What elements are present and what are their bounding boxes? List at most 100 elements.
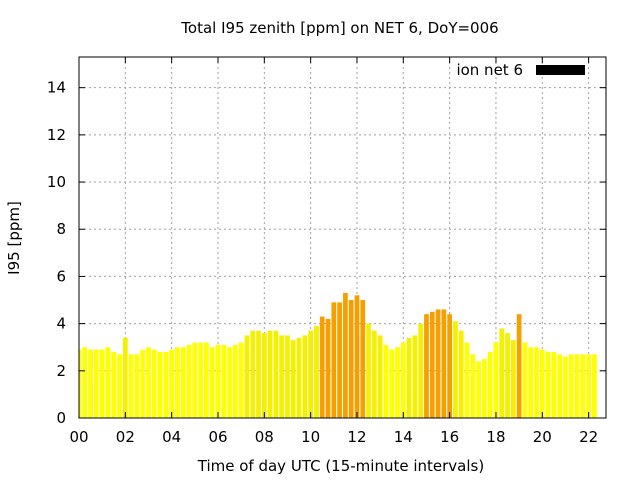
bar	[204, 342, 209, 418]
plot-frame	[78, 56, 607, 419]
y-tick-label: 0	[56, 409, 66, 427]
bar	[406, 337, 412, 418]
bar	[337, 302, 342, 418]
bar	[302, 335, 308, 418]
bar	[424, 314, 429, 418]
bar	[244, 335, 250, 418]
x-tick-label: 02	[116, 428, 135, 446]
legend-swatch	[536, 65, 585, 75]
bar	[308, 330, 314, 418]
bar	[88, 349, 93, 418]
bar	[331, 302, 337, 418]
bar	[516, 314, 522, 418]
bar	[325, 318, 331, 418]
legend: ion net 6	[456, 61, 585, 79]
bars	[79, 292, 597, 418]
x-tick-label: 10	[301, 428, 320, 446]
bar	[169, 349, 175, 418]
bar	[209, 347, 215, 418]
bar	[348, 300, 354, 418]
bar	[441, 309, 447, 418]
bar	[418, 323, 424, 418]
bar	[140, 349, 146, 418]
bar	[79, 349, 82, 418]
bar	[470, 354, 476, 418]
bar	[360, 300, 366, 418]
bar	[563, 356, 568, 418]
x-tick-label: 18	[486, 428, 505, 446]
x-tick-label: 08	[255, 428, 274, 446]
bar	[238, 342, 244, 418]
bar	[105, 347, 111, 418]
bar	[314, 325, 319, 418]
bar	[534, 347, 539, 418]
x-tick-label: 12	[347, 428, 366, 446]
bar	[343, 292, 348, 418]
bar	[117, 354, 122, 418]
bar	[539, 349, 545, 418]
bar	[592, 354, 597, 418]
x-tick-label: 22	[579, 428, 598, 446]
x-axis-label: Time of day UTC (15-minute intervals)	[197, 457, 484, 475]
bar	[232, 344, 238, 418]
x-tick-label: 00	[69, 428, 88, 446]
bar	[464, 342, 470, 418]
bar	[528, 347, 534, 418]
bar	[586, 354, 592, 418]
bar	[522, 342, 528, 418]
bar	[279, 335, 285, 418]
bar	[458, 330, 464, 418]
bar	[82, 347, 88, 418]
bar	[186, 344, 192, 418]
bar	[510, 340, 516, 418]
bar	[175, 347, 180, 418]
y-tick-label: 12	[47, 126, 66, 144]
bar	[319, 316, 325, 418]
bar	[377, 335, 383, 418]
bar	[545, 351, 551, 418]
bar	[99, 349, 105, 418]
y-axis-label: I95 [ppm]	[5, 201, 23, 275]
legend-label: ion net 6	[456, 61, 523, 79]
bar	[476, 361, 481, 418]
bar	[366, 323, 371, 418]
bar	[192, 342, 198, 418]
bar	[400, 342, 406, 418]
y-tick-label: 4	[56, 315, 66, 333]
y-tick-label: 10	[47, 173, 66, 191]
x-tick-label: 14	[394, 428, 413, 446]
bar	[395, 347, 400, 418]
bar	[267, 330, 273, 418]
bar	[215, 344, 221, 418]
bar	[435, 309, 441, 418]
bar	[122, 337, 128, 418]
bar	[128, 354, 134, 418]
bar	[371, 330, 377, 418]
bar	[221, 344, 227, 418]
y-tick-label: 14	[47, 79, 66, 97]
bar	[163, 351, 169, 418]
bar	[354, 295, 360, 418]
bar	[574, 354, 580, 418]
bar	[580, 354, 586, 418]
bar	[568, 354, 574, 418]
y-tick-labels: 0 2 4 6 8 10 12 14	[47, 79, 66, 427]
bar	[429, 311, 435, 418]
bar	[134, 354, 140, 418]
bar	[273, 330, 279, 418]
bar	[487, 351, 493, 418]
bar	[557, 354, 563, 418]
bar	[482, 359, 487, 418]
bar	[551, 351, 557, 418]
bar	[157, 351, 163, 418]
y-tick-label: 6	[56, 267, 66, 285]
bar	[499, 328, 505, 418]
bar	[250, 330, 256, 418]
bar	[227, 347, 232, 418]
y-tick-label: 2	[56, 362, 66, 380]
bar	[412, 335, 418, 418]
bar	[290, 340, 296, 418]
bar	[493, 342, 499, 418]
ticks	[78, 57, 606, 419]
